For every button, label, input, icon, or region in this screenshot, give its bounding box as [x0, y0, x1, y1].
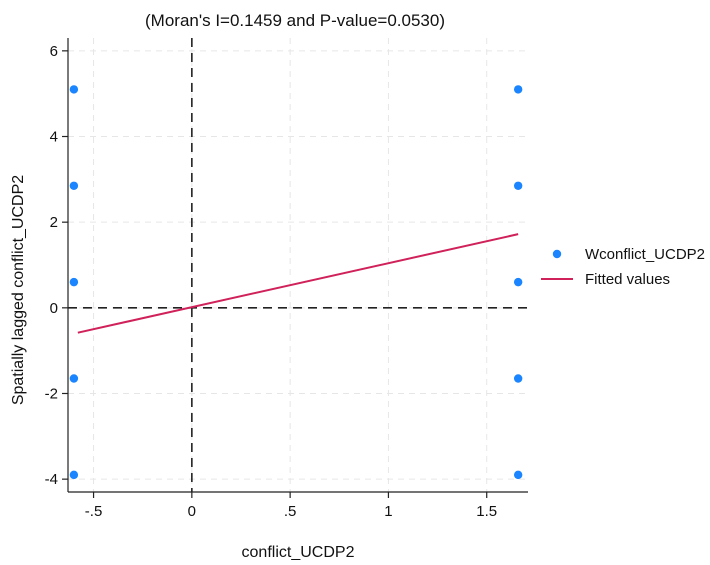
scatter-point — [513, 374, 523, 383]
x-tick-label: 1 — [384, 503, 392, 520]
x-tick-label: 1.5 — [476, 503, 497, 520]
x-tick-label: 0 — [188, 503, 196, 520]
scatter-point — [69, 277, 79, 287]
scatter-point — [69, 470, 79, 480]
axes: -.5 0 .5 1 1.5 -4 -2 0 2 4 6 — [45, 38, 528, 520]
reference-lines — [68, 38, 528, 492]
y-tick-label: -2 — [45, 385, 58, 402]
y-tick-label: -4 — [45, 471, 58, 488]
legend-label: Fitted values — [585, 271, 670, 288]
x-tick-label: -.5 — [85, 503, 103, 520]
y-tick-label: 2 — [50, 214, 58, 231]
scatter-point — [513, 181, 523, 190]
legend: Wconflict_UCDP2 Fitted values — [541, 246, 705, 288]
x-tick-label: .5 — [284, 503, 297, 520]
grid-lines — [68, 38, 528, 492]
scatter-point — [69, 85, 79, 94]
legend-label: Wconflict_UCDP2 — [585, 246, 705, 263]
fitted-values-line — [77, 233, 519, 334]
chart-title: (Moran's I=0.1459 and P-value=0.0530) — [145, 11, 445, 30]
scatter-point — [513, 85, 523, 94]
data-marks — [69, 85, 523, 480]
y-axis-title: Spatially lagged conflict_UCDP2 — [10, 175, 27, 405]
x-axis-title: conflict_UCDP2 — [242, 544, 355, 561]
scatter-point — [69, 181, 79, 190]
scatter-point — [513, 470, 523, 480]
y-tick-label: 0 — [50, 300, 58, 317]
y-tick-label: 4 — [50, 129, 58, 146]
scatter-point — [69, 374, 79, 383]
y-tick-label: 6 — [50, 43, 58, 60]
scatter-point — [513, 277, 523, 287]
legend-dot-swatch — [552, 249, 562, 259]
